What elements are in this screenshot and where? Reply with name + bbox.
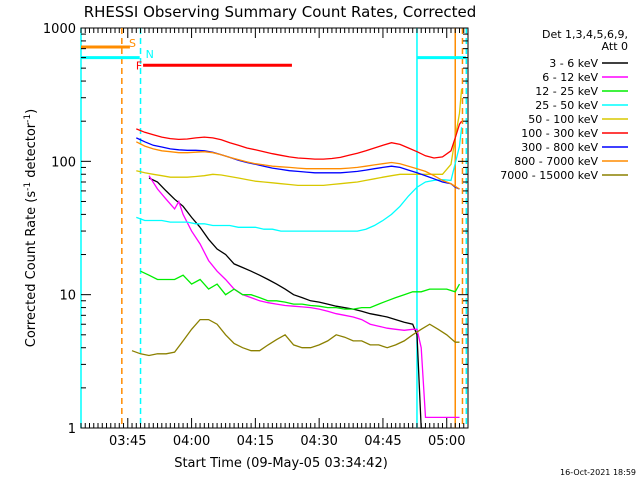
y-tick-label-3: 1000 <box>43 22 76 37</box>
series-line-6 <box>136 137 460 190</box>
y-tick-label-2: 100 <box>51 155 76 170</box>
state-bars: SNF <box>81 37 466 72</box>
y-axis-label-part1: Corrected Count Rate (s <box>24 191 39 348</box>
series-line-3 <box>136 127 463 232</box>
state-label-0: S <box>129 37 136 50</box>
legend-label-0: 3 - 6 keV <box>549 57 598 70</box>
x-tick-label-4: 04:45 <box>364 434 401 449</box>
y-axis-label-sup2: -1 <box>23 114 33 123</box>
legend-label-5: 100 - 300 keV <box>521 127 598 140</box>
legend-header-line2: Att 0 <box>602 40 628 53</box>
legend-label-4: 50 - 100 keV <box>528 113 598 126</box>
series-line-8 <box>131 318 460 357</box>
state-label-1: N <box>146 48 154 61</box>
axis-ticks: 1 10 100 1000 03:45 04:00 04:15 04:30 04:45 05:00 <box>43 22 469 449</box>
legend-label-1: 6 - 12 keV <box>542 71 598 84</box>
x-tick-label-5: 05:00 <box>428 434 465 449</box>
legend-label-7: 800 - 7000 keV <box>514 155 598 168</box>
x-tick-label-0: 03:45 <box>109 434 146 449</box>
x-tick-label-3: 04:30 <box>300 434 337 449</box>
state-vertical-lines <box>80 28 468 428</box>
legend-label-8: 7000 - 15000 keV <box>500 169 598 182</box>
y-axis-label-sup1: -1 <box>23 182 33 191</box>
y-axis-label-part3: ) <box>24 109 39 114</box>
series-line-5 <box>136 120 463 160</box>
y-tick-label-1: 10 <box>59 289 76 304</box>
x-tick-label-2: 04:15 <box>237 434 274 449</box>
x-tick-label-1: 04:00 <box>173 434 210 449</box>
y-tick-label-0: 1 <box>68 422 76 437</box>
legend-label-3: 25 - 50 keV <box>535 99 598 112</box>
y-axis-label: Corrected Count Rate (s-1 detector-1) <box>23 109 39 347</box>
chart-title: RHESSI Observing Summary Count Rates, Co… <box>84 3 477 21</box>
generation-timestamp: 16-Oct-2021 18:59 <box>560 468 636 477</box>
series-line-7 <box>136 141 460 190</box>
state-label-2: F <box>136 59 142 72</box>
legend-label-6: 300 - 800 keV <box>521 141 598 154</box>
series-lines <box>131 88 463 429</box>
legend-label-2: 12 - 25 keV <box>535 85 598 98</box>
series-line-2 <box>140 270 461 310</box>
series-line-1 <box>148 175 460 419</box>
x-axis-label: Start Time (09-May-05 03:34:42) <box>174 456 388 471</box>
y-axis-label-part2: detector <box>24 122 39 182</box>
legend-header-line1: Det 1,3,4,5,6,9, <box>542 28 628 41</box>
